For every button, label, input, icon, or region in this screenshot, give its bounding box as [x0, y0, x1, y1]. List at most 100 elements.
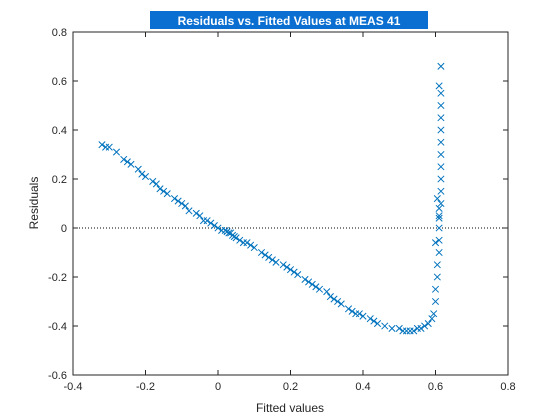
data-point-marker — [308, 280, 316, 288]
data-point-marker — [435, 236, 443, 244]
data-point-marker — [232, 234, 240, 242]
data-point-marker — [435, 82, 443, 90]
data-point-marker — [279, 261, 287, 269]
data-point-marker — [315, 285, 324, 293]
data-point-marker — [417, 324, 425, 333]
data-point-marker — [334, 297, 342, 306]
data-point-marker — [373, 319, 382, 328]
data-point-marker — [105, 143, 113, 151]
data-point-marker — [359, 312, 367, 320]
x-tick-label: 0.6 — [428, 381, 443, 393]
data-point-marker — [435, 204, 443, 212]
y-axis-label: Residuals — [27, 177, 41, 230]
x-tick-label: 0.8 — [500, 381, 515, 393]
x-tick-label: 0.2 — [283, 381, 298, 393]
data-point-marker — [312, 283, 320, 291]
data-point-marker — [196, 212, 204, 220]
x-tick-label: 0.4 — [355, 381, 370, 393]
data-point-marker — [261, 251, 269, 259]
x-tick-label: -0.2 — [136, 381, 155, 393]
y-tick-label: 0.4 — [52, 125, 67, 137]
points-layer — [98, 62, 445, 335]
plot-area — [73, 32, 508, 375]
data-point-marker — [272, 258, 280, 266]
data-point-marker — [431, 285, 440, 293]
data-point-marker — [348, 307, 356, 315]
data-point-marker — [123, 158, 131, 166]
data-point-marker — [366, 315, 374, 323]
data-point-marker — [433, 195, 441, 203]
data-point-marker — [210, 221, 218, 230]
data-point-marker — [370, 317, 378, 325]
data-point-marker — [286, 266, 295, 274]
data-point-marker — [437, 199, 445, 208]
data-point-marker — [326, 293, 334, 301]
data-point-marker — [430, 310, 438, 318]
data-point-marker — [283, 263, 291, 271]
data-point-marker — [112, 148, 121, 156]
data-point-marker — [437, 126, 445, 134]
data-point-marker — [323, 288, 331, 296]
data-point-marker — [149, 177, 157, 186]
data-point-marker — [388, 324, 396, 333]
data-point-marker — [424, 319, 432, 328]
data-point-marker — [301, 275, 309, 284]
data-point-marker — [437, 175, 445, 183]
data-point-marker — [305, 278, 313, 286]
data-point-marker — [431, 239, 440, 247]
data-point-marker — [433, 261, 441, 269]
data-point-marker — [120, 155, 128, 163]
data-point-marker — [437, 138, 445, 146]
data-point-marker — [437, 114, 445, 122]
data-point-marker — [395, 324, 403, 333]
data-point-marker — [236, 236, 244, 244]
data-point-marker — [225, 229, 233, 237]
data-point-marker — [268, 256, 276, 264]
data-point-marker — [431, 297, 440, 306]
data-point-marker — [437, 187, 445, 195]
data-point-marker — [160, 187, 168, 195]
ticks-layer: -0.4 -0.2 0 0.2 0.4 0.6 0.8-0.6-0.4-0.200.20.4… — [48, 27, 516, 393]
data-point-marker — [435, 248, 443, 257]
chart-title: Residuals vs. Fitted Values at MEAS 41 — [178, 14, 401, 28]
data-point-marker — [185, 207, 193, 215]
data-point-marker — [178, 199, 186, 208]
y-tick-label: -0.4 — [48, 321, 67, 333]
data-point-marker — [437, 163, 445, 171]
data-point-marker — [257, 248, 266, 257]
data-point-marker — [250, 244, 258, 252]
x-axis-label: Fitted values — [256, 401, 324, 415]
data-point-marker — [192, 209, 200, 217]
data-point-marker — [437, 89, 445, 97]
data-point-marker — [152, 180, 160, 188]
data-point-marker — [156, 185, 164, 193]
data-point-marker — [433, 273, 441, 281]
data-point-marker — [337, 300, 345, 308]
y-tick-label: -0.6 — [48, 370, 67, 382]
data-point-marker — [265, 253, 273, 261]
x-tick-label: 0 — [215, 381, 221, 393]
data-point-marker — [170, 195, 179, 203]
data-point-marker — [294, 270, 302, 279]
data-point-marker — [207, 219, 215, 227]
data-point-marker — [290, 268, 298, 276]
data-point-marker — [344, 305, 353, 313]
data-point-marker — [435, 224, 443, 232]
y-tick-label: 0.2 — [52, 174, 67, 186]
data-point-marker — [134, 165, 142, 173]
data-point-marker — [437, 62, 445, 70]
data-point-marker — [243, 239, 251, 247]
data-point-marker — [214, 224, 222, 232]
data-point-marker — [435, 212, 443, 220]
data-point-marker — [163, 190, 171, 198]
data-point-marker — [428, 315, 436, 323]
y-tick-label: 0 — [61, 223, 67, 235]
data-point-marker — [141, 172, 150, 181]
data-point-marker — [437, 150, 445, 159]
data-point-marker — [410, 327, 418, 335]
data-point-marker — [98, 141, 106, 149]
data-point-marker — [437, 101, 445, 110]
data-point-marker — [421, 322, 429, 330]
